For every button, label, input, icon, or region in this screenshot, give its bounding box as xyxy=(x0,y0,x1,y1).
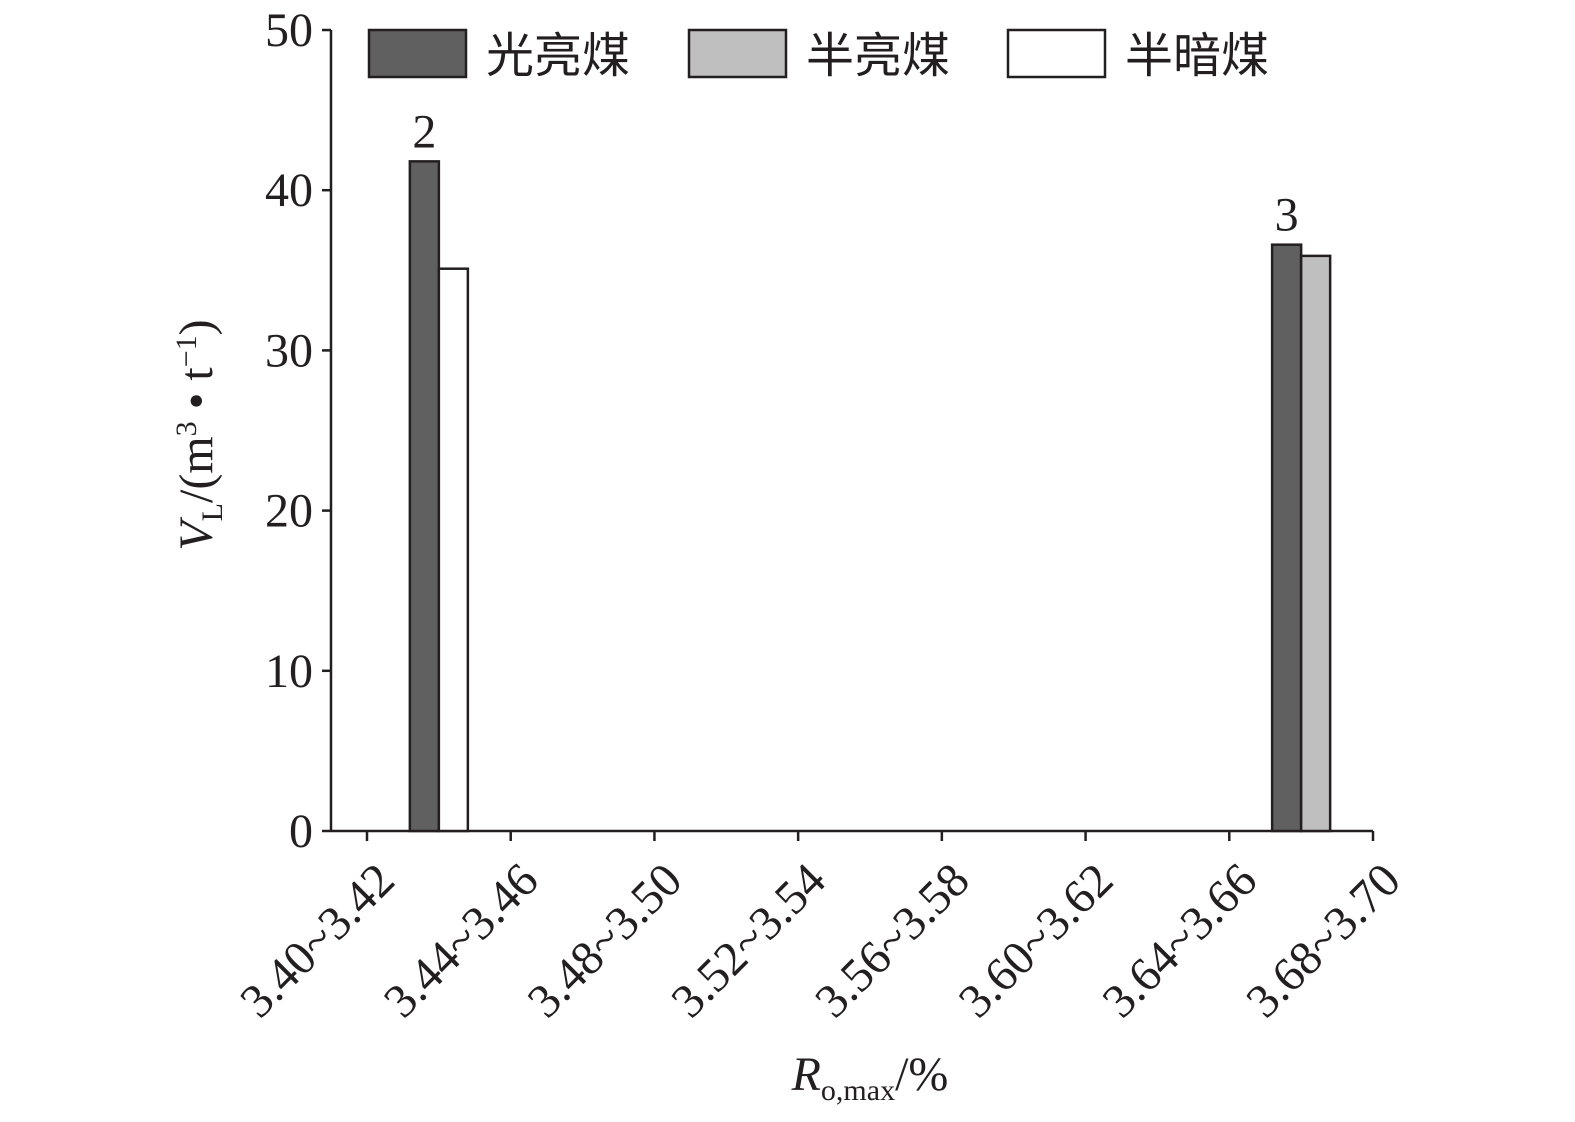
legend-swatch xyxy=(1006,28,1107,79)
y-label-part: /(m xyxy=(170,436,223,503)
y-label-part: L xyxy=(196,503,229,521)
x-axis-label: Ro,max/% xyxy=(791,1048,949,1107)
y-axis-label: VL/(m3 • t−1) xyxy=(170,319,229,550)
y-label-part: ) xyxy=(170,319,223,335)
x-tick-label: 3.40~3.42 xyxy=(230,853,405,1028)
y-label-part: • t xyxy=(170,367,223,422)
x-tick-label: 3.64~3.66 xyxy=(1092,853,1267,1028)
x-label-part: /% xyxy=(895,1048,948,1101)
x-tick-label: 3.56~3.58 xyxy=(805,853,980,1028)
x-tick-label: 3.52~3.54 xyxy=(661,853,836,1028)
y-label-part: V xyxy=(170,517,223,551)
legend-label: 光亮煤 xyxy=(486,30,630,83)
bar xyxy=(1299,254,1332,833)
y-tick-label: 50 xyxy=(265,4,313,57)
group-label: 2 xyxy=(412,105,436,158)
y-tick-label: 40 xyxy=(265,164,313,217)
group-label: 3 xyxy=(1275,189,1299,242)
x-tick-label: 3.60~3.62 xyxy=(949,853,1124,1028)
legend-label: 半暗煤 xyxy=(1125,30,1269,83)
x-tick-label: 3.48~3.50 xyxy=(518,853,693,1028)
y-label-part: −1 xyxy=(170,335,203,367)
x-tick-label: 3.44~3.46 xyxy=(374,853,549,1028)
bar xyxy=(437,267,470,833)
y-label-part: 3 xyxy=(170,421,203,436)
legend-swatch xyxy=(687,28,788,79)
y-tick-label: 0 xyxy=(289,805,313,858)
legend-label: 半亮煤 xyxy=(806,30,950,83)
legend-swatch xyxy=(367,28,468,79)
x-label-part: R xyxy=(791,1048,821,1101)
bar xyxy=(408,160,441,833)
y-tick-label: 20 xyxy=(265,485,313,538)
x-label-part: o,max xyxy=(821,1074,895,1107)
y-tick-label: 30 xyxy=(265,324,313,377)
x-tick-label: 3.68~3.70 xyxy=(1236,853,1411,1028)
y-tick-label: 10 xyxy=(265,645,313,698)
bar xyxy=(1270,243,1303,833)
